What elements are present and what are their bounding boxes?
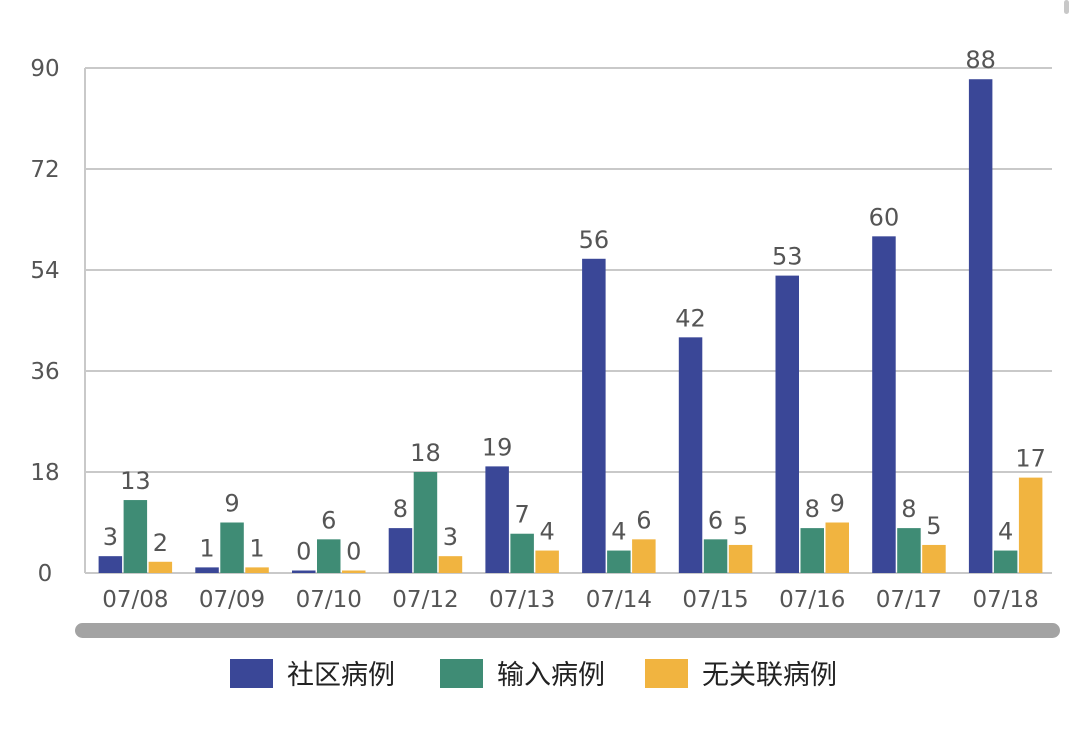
x-tick-label: 07/08 (102, 587, 168, 613)
data-label: 4 (540, 518, 555, 546)
x-tick-label: 07/13 (489, 587, 555, 613)
x-tick-label: 07/12 (392, 587, 458, 613)
bar (800, 528, 824, 573)
bar (245, 567, 269, 573)
data-label: 19 (482, 433, 513, 461)
data-label: 8 (393, 495, 408, 523)
bar (292, 570, 316, 573)
bar (678, 337, 703, 573)
y-tick-label: 0 (38, 561, 53, 587)
data-label: 0 (296, 538, 311, 566)
legend-swatch (440, 659, 483, 688)
bar (438, 556, 463, 573)
y-tick-label: 54 (30, 258, 59, 284)
bars (98, 79, 1043, 574)
data-label: 3 (103, 523, 118, 551)
x-axis-tick-labels: 07/08 07/09 07/10 07/12 07/13 07/14 07/15 07/16… (102, 587, 1039, 613)
bar (342, 570, 366, 573)
x-tick-label: 07/18 (973, 587, 1039, 613)
data-label: 53 (772, 243, 803, 271)
bar (98, 556, 123, 573)
data-label: 8 (805, 495, 820, 523)
data-label: 9 (224, 490, 239, 518)
data-label: 56 (579, 226, 610, 254)
bar (485, 466, 509, 573)
data-label: 1 (199, 534, 214, 562)
bar (123, 500, 148, 573)
data-label: 5 (733, 512, 748, 540)
data-label: 4 (611, 518, 626, 546)
bar (825, 522, 849, 573)
bar (993, 550, 1018, 573)
y-tick-label: 72 (30, 157, 59, 183)
legend-swatch (645, 659, 688, 688)
legend-swatch (230, 659, 273, 688)
bar (897, 528, 921, 573)
data-label: 17 (1015, 445, 1046, 473)
bar (775, 275, 799, 573)
y-tick-label: 18 (30, 460, 59, 486)
data-label: 6 (636, 506, 651, 534)
bar (535, 550, 559, 573)
data-label: 1 (249, 534, 264, 562)
legend-item: 输入病例 (440, 659, 605, 691)
bar (632, 539, 656, 573)
legend-label: 社区病例 (287, 660, 395, 691)
data-label: 9 (830, 490, 845, 518)
bar (195, 567, 219, 573)
bar (872, 236, 896, 574)
x-tick-label: 07/10 (296, 587, 362, 613)
legend: 社区病例 输入病例 无关联病例 (230, 659, 837, 691)
data-label: 60 (869, 203, 900, 231)
bar (220, 522, 244, 573)
data-label: 42 (675, 304, 706, 332)
data-label: 5 (926, 512, 941, 540)
bar (728, 544, 753, 573)
data-label: 8 (901, 495, 916, 523)
legend-label: 输入病例 (497, 660, 605, 691)
y-tick-label: 90 (30, 56, 59, 82)
data-label: 0 (346, 538, 361, 566)
x-tick-label: 07/16 (779, 587, 845, 613)
bar (388, 528, 413, 573)
bar (1018, 477, 1043, 573)
y-axis-tick-labels: 0 18 36 54 72 90 (30, 56, 59, 587)
y-tick-label: 36 (30, 359, 59, 385)
data-label: 18 (410, 439, 441, 467)
data-label: 2 (153, 529, 168, 557)
bar (148, 561, 173, 573)
data-label: 6 (321, 506, 336, 534)
bar (703, 539, 728, 573)
data-label: 7 (515, 501, 530, 529)
horizontal-scrollbar[interactable] (75, 623, 1060, 638)
bar (922, 544, 946, 573)
data-label: 4 (998, 518, 1013, 546)
legend-item: 社区病例 (230, 659, 395, 691)
legend-item: 无关联病例 (645, 659, 837, 691)
bar (968, 79, 993, 573)
x-tick-label: 07/17 (876, 587, 942, 613)
x-tick-label: 07/09 (199, 587, 265, 613)
bar (510, 533, 534, 573)
legend-label: 无关联病例 (702, 660, 837, 691)
bar (317, 539, 341, 573)
bar (582, 258, 606, 573)
bar (413, 472, 438, 573)
data-label: 3 (443, 523, 458, 551)
x-tick-label: 07/15 (682, 587, 748, 613)
vertical-scrollbar-thumb[interactable] (1064, 0, 1069, 14)
x-tick-label: 07/14 (586, 587, 652, 613)
data-label: 6 (708, 506, 723, 534)
bar (607, 550, 631, 573)
data-label: 13 (120, 467, 151, 495)
data-label: 88 (965, 46, 996, 74)
